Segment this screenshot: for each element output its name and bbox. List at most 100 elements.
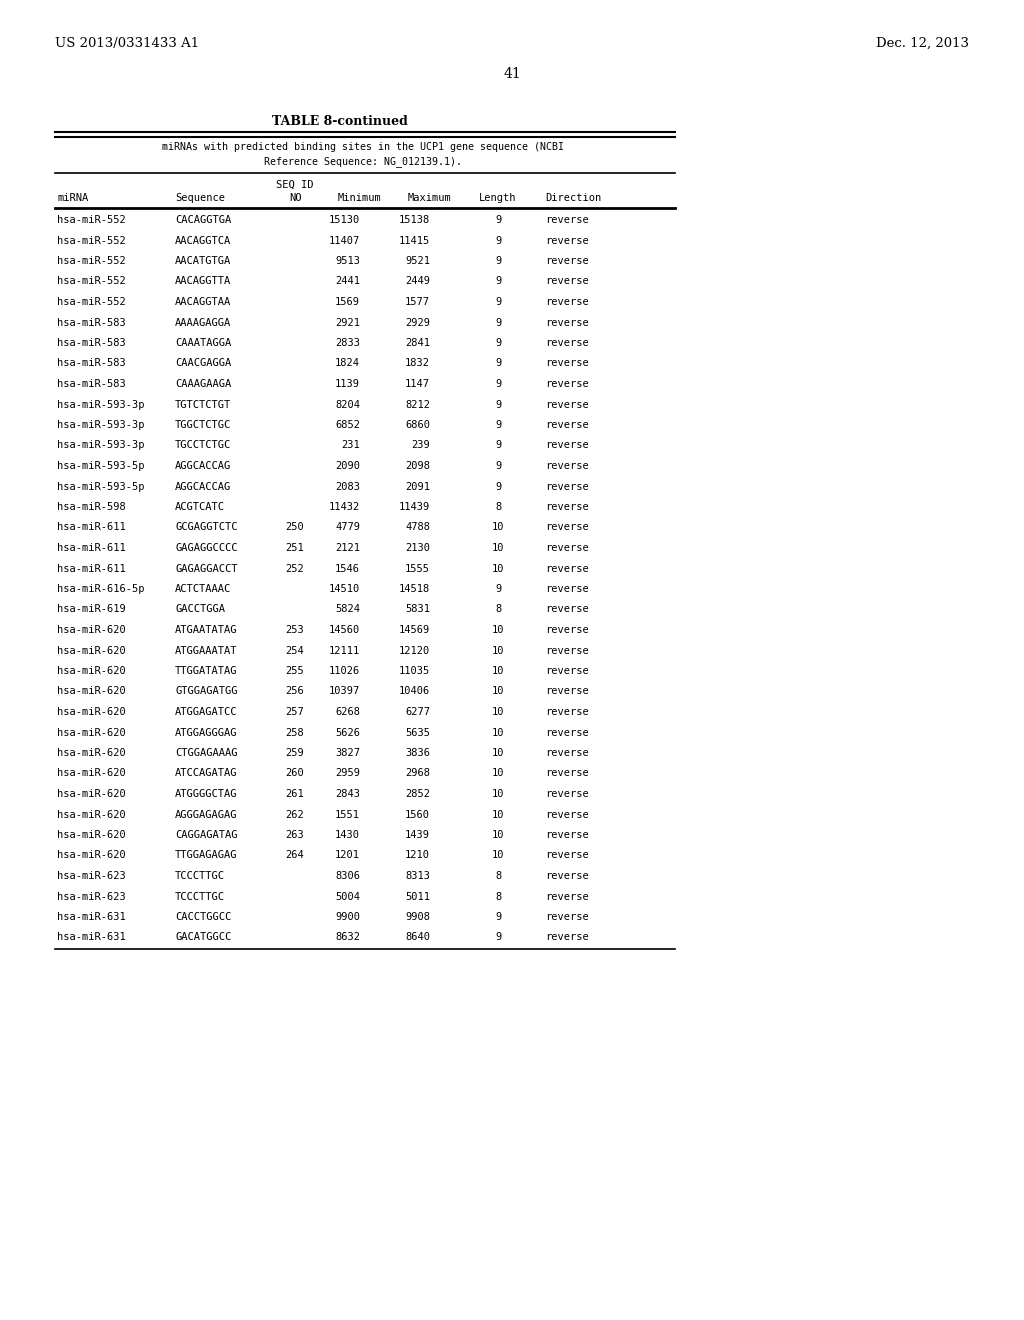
Text: reverse: reverse xyxy=(545,727,589,738)
Text: Maximum: Maximum xyxy=(409,193,452,203)
Text: ATCCAGATAG: ATCCAGATAG xyxy=(175,768,238,779)
Text: SEQ ID: SEQ ID xyxy=(276,180,313,190)
Text: TTGGAGAGAG: TTGGAGAGAG xyxy=(175,850,238,861)
Text: hsa-miR-631: hsa-miR-631 xyxy=(57,912,126,921)
Text: CACCTGGCC: CACCTGGCC xyxy=(175,912,231,921)
Text: 1832: 1832 xyxy=(406,359,430,368)
Text: 9: 9 xyxy=(495,441,501,450)
Text: 1555: 1555 xyxy=(406,564,430,573)
Text: reverse: reverse xyxy=(545,789,589,799)
Text: 10: 10 xyxy=(492,667,504,676)
Text: 12111: 12111 xyxy=(329,645,360,656)
Text: hsa-miR-583: hsa-miR-583 xyxy=(57,338,126,348)
Text: 9: 9 xyxy=(495,215,501,224)
Text: 239: 239 xyxy=(412,441,430,450)
Text: reverse: reverse xyxy=(545,400,589,409)
Text: 8640: 8640 xyxy=(406,932,430,942)
Text: 250: 250 xyxy=(286,523,304,532)
Text: 8632: 8632 xyxy=(335,932,360,942)
Text: 5626: 5626 xyxy=(335,727,360,738)
Text: 3836: 3836 xyxy=(406,748,430,758)
Text: 251: 251 xyxy=(286,543,304,553)
Text: 9: 9 xyxy=(495,297,501,308)
Text: 8212: 8212 xyxy=(406,400,430,409)
Text: 14518: 14518 xyxy=(398,583,430,594)
Text: 2441: 2441 xyxy=(335,276,360,286)
Text: 259: 259 xyxy=(286,748,304,758)
Text: 10: 10 xyxy=(492,543,504,553)
Text: 6268: 6268 xyxy=(335,708,360,717)
Text: hsa-miR-623: hsa-miR-623 xyxy=(57,891,126,902)
Text: reverse: reverse xyxy=(545,583,589,594)
Text: 5831: 5831 xyxy=(406,605,430,615)
Text: 14560: 14560 xyxy=(329,624,360,635)
Text: reverse: reverse xyxy=(545,461,589,471)
Text: ACTCTAAAC: ACTCTAAAC xyxy=(175,583,231,594)
Text: 11035: 11035 xyxy=(398,667,430,676)
Text: 9: 9 xyxy=(495,482,501,491)
Text: 2852: 2852 xyxy=(406,789,430,799)
Text: 2929: 2929 xyxy=(406,318,430,327)
Text: 9900: 9900 xyxy=(335,912,360,921)
Text: hsa-miR-620: hsa-miR-620 xyxy=(57,708,126,717)
Text: hsa-miR-611: hsa-miR-611 xyxy=(57,523,126,532)
Text: reverse: reverse xyxy=(545,523,589,532)
Text: 257: 257 xyxy=(286,708,304,717)
Text: 262: 262 xyxy=(286,809,304,820)
Text: hsa-miR-611: hsa-miR-611 xyxy=(57,543,126,553)
Text: 2121: 2121 xyxy=(335,543,360,553)
Text: CACAGGTGA: CACAGGTGA xyxy=(175,215,231,224)
Text: hsa-miR-593-5p: hsa-miR-593-5p xyxy=(57,461,144,471)
Text: TABLE 8-continued: TABLE 8-continued xyxy=(272,115,408,128)
Text: hsa-miR-620: hsa-miR-620 xyxy=(57,809,126,820)
Text: 255: 255 xyxy=(286,667,304,676)
Text: 231: 231 xyxy=(341,441,360,450)
Text: 1210: 1210 xyxy=(406,850,430,861)
Text: 41: 41 xyxy=(503,67,521,81)
Text: Dec. 12, 2013: Dec. 12, 2013 xyxy=(876,37,969,50)
Text: 8313: 8313 xyxy=(406,871,430,880)
Text: 261: 261 xyxy=(286,789,304,799)
Text: 11415: 11415 xyxy=(398,235,430,246)
Text: 1569: 1569 xyxy=(335,297,360,308)
Text: 5824: 5824 xyxy=(335,605,360,615)
Text: hsa-miR-620: hsa-miR-620 xyxy=(57,624,126,635)
Text: CAAATAGGA: CAAATAGGA xyxy=(175,338,231,348)
Text: reverse: reverse xyxy=(545,256,589,267)
Text: 9: 9 xyxy=(495,400,501,409)
Text: hsa-miR-620: hsa-miR-620 xyxy=(57,686,126,697)
Text: miRNA: miRNA xyxy=(57,193,88,203)
Text: 9: 9 xyxy=(495,461,501,471)
Text: 11407: 11407 xyxy=(329,235,360,246)
Text: hsa-miR-611: hsa-miR-611 xyxy=(57,564,126,573)
Text: Reference Sequence: NG_012139.1).: Reference Sequence: NG_012139.1). xyxy=(264,156,462,166)
Text: TGCCTCTGC: TGCCTCTGC xyxy=(175,441,231,450)
Text: reverse: reverse xyxy=(545,891,589,902)
Text: 9: 9 xyxy=(495,912,501,921)
Text: reverse: reverse xyxy=(545,932,589,942)
Text: ATGGGGCTAG: ATGGGGCTAG xyxy=(175,789,238,799)
Text: hsa-miR-620: hsa-miR-620 xyxy=(57,768,126,779)
Text: AACATGTGA: AACATGTGA xyxy=(175,256,231,267)
Text: 2833: 2833 xyxy=(335,338,360,348)
Text: 9: 9 xyxy=(495,583,501,594)
Text: hsa-miR-620: hsa-miR-620 xyxy=(57,850,126,861)
Text: 4788: 4788 xyxy=(406,523,430,532)
Text: ATGAATATAG: ATGAATATAG xyxy=(175,624,238,635)
Text: AAAAGAGGA: AAAAGAGGA xyxy=(175,318,231,327)
Text: CAGGAGATAG: CAGGAGATAG xyxy=(175,830,238,840)
Text: 15138: 15138 xyxy=(398,215,430,224)
Text: TGTCTCTGT: TGTCTCTGT xyxy=(175,400,231,409)
Text: reverse: reverse xyxy=(545,645,589,656)
Text: 6277: 6277 xyxy=(406,708,430,717)
Text: Minimum: Minimum xyxy=(338,193,382,203)
Text: TTGGATATAG: TTGGATATAG xyxy=(175,667,238,676)
Text: 9: 9 xyxy=(495,379,501,389)
Text: 9: 9 xyxy=(495,256,501,267)
Text: 2449: 2449 xyxy=(406,276,430,286)
Text: hsa-miR-583: hsa-miR-583 xyxy=(57,318,126,327)
Text: hsa-miR-593-5p: hsa-miR-593-5p xyxy=(57,482,144,491)
Text: 14569: 14569 xyxy=(398,624,430,635)
Text: 1201: 1201 xyxy=(335,850,360,861)
Text: AGGCACCAG: AGGCACCAG xyxy=(175,461,231,471)
